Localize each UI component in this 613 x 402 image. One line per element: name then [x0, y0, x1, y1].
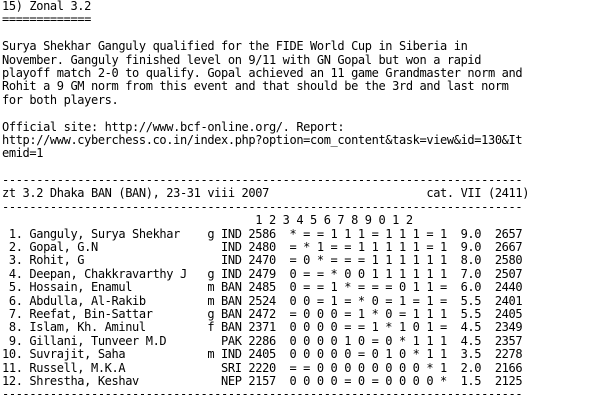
report-url-line: emid=1: [2, 146, 44, 161]
paragraph-line: for both players.: [2, 92, 119, 107]
paragraph-line: Surya Shekhar Ganguly qualified for the …: [2, 39, 468, 54]
table-row: 2. Gopal, G.N IND 2480 = * 1 = = 1 1 1 1…: [2, 240, 523, 255]
round-column-header: 1 2 3 4 5 6 7 8 9 0 1 2: [2, 213, 413, 228]
heading-underline: =============: [2, 12, 91, 27]
table-row: 1. Ganguly, Surya Shekhar g IND 2586 * =…: [2, 226, 523, 241]
table-row: 12. Shrestha, Keshav NEP 2157 0 0 0 0 = …: [2, 373, 523, 388]
blank-line: [2, 27, 529, 40]
blank-line: [2, 161, 529, 174]
table-row: 9. Gillani, Tunveer M.D PAK 2286 0 0 0 0…: [2, 333, 523, 348]
table-row: 8. Islam, Kh. Aminul f BAN 2371 0 0 0 0 …: [2, 320, 523, 335]
table-divider: ----------------------------------------…: [2, 199, 523, 214]
blank-line: [2, 107, 529, 120]
report-url-line: http://www.cyberchess.co.in/index.php?op…: [2, 132, 523, 147]
table-row: 6. Abdulla, Al-Rakib m BAN 2524 0 0 = 1 …: [2, 293, 523, 308]
official-site-line: Official site: http://www.bcf-online.org…: [2, 119, 345, 134]
paragraph-line: November. Ganguly finished level on 9/11…: [2, 52, 482, 67]
table-row: 7. Reefat, Bin-Sattar g BAN 2472 = 0 0 0…: [2, 306, 523, 321]
table-row: 4. Deepan, Chakkravarthy J g IND 2479 0 …: [2, 266, 523, 281]
tournament-header: zt 3.2 Dhaka BAN (BAN), 23-31 viii 2007 …: [2, 186, 530, 201]
table-row: 10. Suvrajit, Saha m IND 2405 0 0 0 0 0 …: [2, 347, 523, 362]
table-row: 3. Rohit, G IND 2470 = 0 * = = = 1 1 1 1…: [2, 253, 523, 268]
section-heading: 15) Zonal 3.2: [2, 0, 91, 13]
table-divider: ----------------------------------------…: [2, 387, 523, 402]
table-row: 5. Hossain, Enamul m BAN 2485 0 = = 1 * …: [2, 280, 523, 295]
table-row: 11. Russell, M.K.A SRI 2220 = = 0 0 0 0 …: [2, 360, 523, 375]
table-divider: ----------------------------------------…: [2, 173, 523, 188]
paragraph-line: playoff match 2-0 to qualify. Gopal achi…: [2, 65, 523, 80]
document-text: 15) Zonal 3.2 ============= Surya Shekhar …: [2, 0, 529, 402]
paragraph-line: Rohit a 9 GM norm from this event and th…: [2, 79, 509, 94]
